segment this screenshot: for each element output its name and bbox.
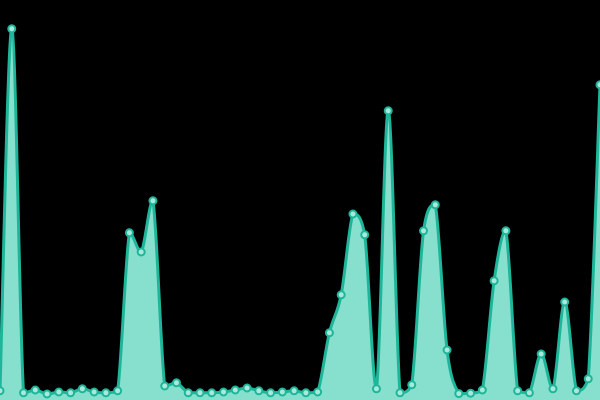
data-point-marker: [66, 388, 76, 398]
data-point-marker: [489, 276, 499, 286]
data-point-marker: [148, 196, 158, 206]
data-point-marker: [360, 230, 370, 240]
data-point-marker: [89, 387, 99, 397]
data-point-marker: [371, 384, 381, 394]
data-point-marker: [242, 383, 252, 393]
data-point-marker: [54, 387, 64, 397]
data-point-marker: [313, 387, 323, 397]
data-point-marker: [430, 200, 440, 210]
data-point-marker: [101, 388, 111, 398]
data-point-marker: [513, 386, 523, 396]
data-point-markers: [0, 24, 600, 399]
data-point-marker: [160, 381, 170, 391]
data-point-marker: [454, 389, 464, 399]
data-point-marker: [336, 290, 346, 300]
data-point-marker: [595, 80, 600, 90]
data-point-marker: [548, 384, 558, 394]
data-point-marker: [524, 388, 534, 398]
data-point-marker: [195, 388, 205, 398]
data-point-marker: [136, 247, 146, 257]
data-point-marker: [348, 209, 358, 219]
data-point-marker: [571, 386, 581, 396]
data-point-marker: [583, 374, 593, 384]
data-point-marker: [183, 388, 193, 398]
data-point-marker: [113, 386, 123, 396]
data-point-marker: [383, 106, 393, 116]
data-point-marker: [560, 297, 570, 307]
data-point-marker: [42, 389, 52, 399]
data-point-marker: [466, 388, 476, 398]
data-point-marker: [442, 345, 452, 355]
data-point-marker: [254, 386, 264, 396]
data-point-marker: [419, 226, 429, 236]
data-point-marker: [124, 228, 134, 238]
data-point-marker: [207, 388, 217, 398]
data-point-marker: [324, 328, 334, 338]
data-point-marker: [266, 388, 276, 398]
area-fill-shape: [0, 28, 600, 400]
data-point-marker: [277, 387, 287, 397]
data-point-marker: [19, 388, 29, 398]
data-point-marker: [501, 226, 511, 236]
data-point-marker: [230, 385, 240, 395]
data-point-marker: [289, 386, 299, 396]
data-point-marker: [407, 380, 417, 390]
data-point-marker: [171, 378, 181, 388]
data-point-marker: [77, 384, 87, 394]
data-point-marker: [7, 24, 17, 34]
data-point-marker: [301, 388, 311, 398]
data-point-marker: [477, 385, 487, 395]
data-point-marker: [30, 385, 40, 395]
data-point-marker: [0, 386, 5, 396]
data-point-marker: [536, 349, 546, 359]
data-point-marker: [395, 388, 405, 398]
data-point-marker: [219, 387, 229, 397]
